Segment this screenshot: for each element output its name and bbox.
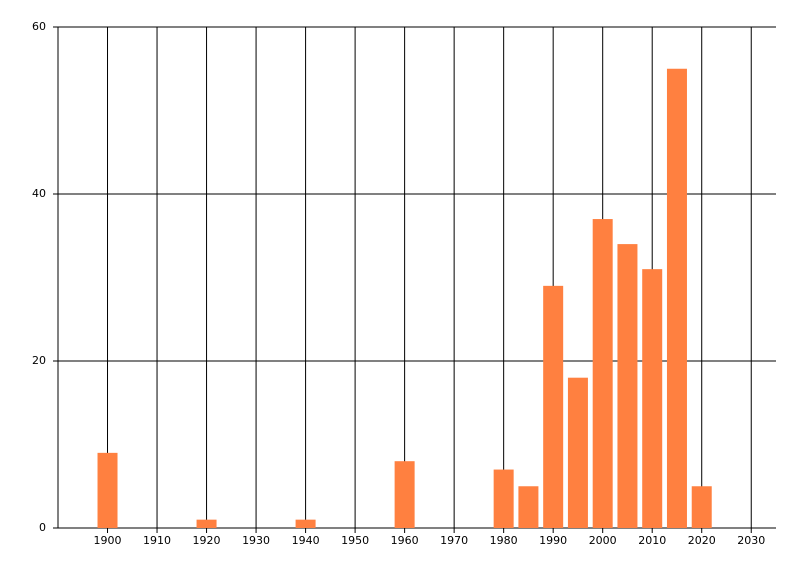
x-tick-label: 2010 [638, 534, 666, 547]
x-tick-label: 1930 [242, 534, 270, 547]
x-tick-label: 1970 [440, 534, 468, 547]
bar [642, 269, 663, 528]
bar [97, 452, 118, 528]
x-tick-label: 1900 [94, 534, 122, 547]
x-tick-label: 2030 [737, 534, 765, 547]
x-tick-label: 2000 [589, 534, 617, 547]
x-tick-label: 1910 [143, 534, 171, 547]
x-tick-label: 1980 [490, 534, 518, 547]
bar [666, 68, 687, 528]
x-tick-label: 2020 [688, 534, 716, 547]
bar [196, 519, 217, 528]
bar [295, 519, 316, 528]
bar [691, 486, 712, 528]
bar [394, 461, 415, 528]
bar [543, 285, 564, 528]
bar [617, 244, 638, 528]
bar [567, 377, 588, 528]
y-tick-label: 0 [39, 521, 46, 534]
y-tick-label: 40 [32, 187, 46, 200]
y-tick-label: 20 [32, 354, 46, 367]
x-tick-label: 1950 [341, 534, 369, 547]
bar [518, 486, 539, 528]
x-tick-label: 1990 [539, 534, 567, 547]
x-tick-label: 1940 [292, 534, 320, 547]
y-tick-label: 60 [32, 20, 46, 33]
x-tick-label: 1920 [193, 534, 221, 547]
x-tick-label: 1960 [391, 534, 419, 547]
bar [493, 469, 514, 528]
bar [592, 219, 613, 529]
